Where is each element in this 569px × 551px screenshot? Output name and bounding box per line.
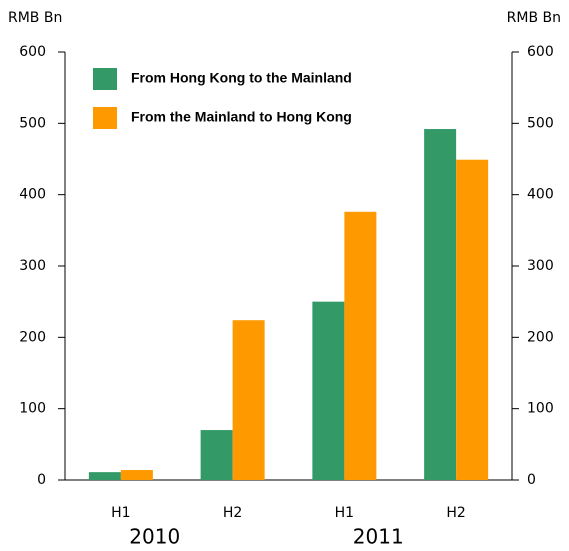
x-tick-label: H2 bbox=[223, 505, 242, 521]
y2-tick-label: 300 bbox=[527, 258, 554, 274]
x-tick-label: H1 bbox=[111, 505, 130, 521]
bar bbox=[200, 430, 233, 480]
bar bbox=[88, 472, 121, 480]
bar bbox=[232, 320, 265, 480]
y-tick-label: 300 bbox=[19, 258, 46, 274]
bar bbox=[120, 470, 153, 480]
group-label: 2010 bbox=[129, 525, 180, 549]
x-tick-label: H1 bbox=[335, 505, 354, 521]
y2-axis-label: RMB Bn bbox=[507, 10, 561, 26]
bar bbox=[456, 159, 489, 481]
y2-tick-label: 600 bbox=[527, 44, 554, 60]
legend-swatch bbox=[93, 107, 117, 129]
x-tick-label: H2 bbox=[446, 505, 465, 521]
bar bbox=[312, 301, 345, 480]
y-tick-label: 500 bbox=[19, 115, 46, 131]
group-label: 2011 bbox=[353, 525, 404, 549]
y2-tick-label: 100 bbox=[527, 401, 554, 417]
bar bbox=[344, 211, 377, 480]
y-tick-label: 0 bbox=[37, 472, 46, 488]
legend-swatch bbox=[93, 68, 117, 90]
y2-tick-label: 500 bbox=[527, 115, 554, 131]
bar bbox=[424, 129, 457, 481]
legend-label: From Hong Kong to the Mainland bbox=[131, 70, 352, 86]
y2-tick-label: 0 bbox=[527, 472, 536, 488]
y-tick-label: 200 bbox=[19, 329, 46, 345]
y-tick-label: 600 bbox=[19, 44, 46, 60]
y-tick-label: 400 bbox=[19, 187, 46, 203]
y2-tick-label: 200 bbox=[527, 329, 554, 345]
y2-tick-label: 400 bbox=[527, 187, 554, 203]
legend-label: From the Mainland to Hong Kong bbox=[131, 109, 352, 125]
y-tick-label: 100 bbox=[19, 401, 46, 417]
y-axis-label: RMB Bn bbox=[8, 10, 62, 26]
